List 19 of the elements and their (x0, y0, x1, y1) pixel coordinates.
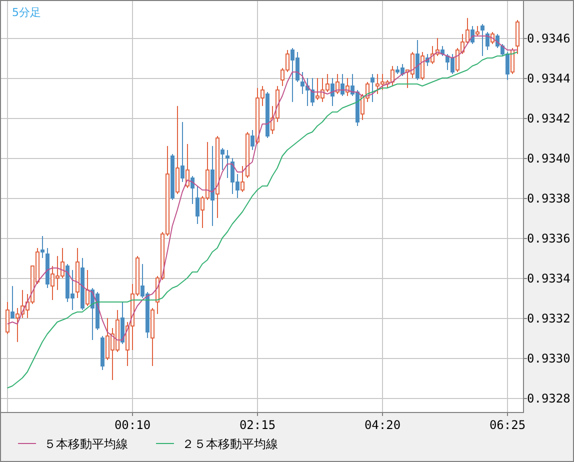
ytick: 0.9344 (527, 72, 570, 86)
ytick: 0.9346 (527, 32, 570, 46)
xtick: 00:10 (114, 418, 151, 432)
ytick: 0.9334 (527, 272, 570, 286)
xtick: 04:20 (364, 418, 401, 432)
ytick: 0.9332 (527, 312, 570, 326)
ytick: 0.9342 (527, 112, 570, 126)
ytick: 0.9338 (527, 192, 570, 206)
ytick: 0.9336 (527, 232, 570, 246)
ytick: 0.9328 (527, 392, 570, 406)
ytick: 0.9330 (527, 352, 570, 366)
legend-item: ５本移動平均線 (18, 437, 128, 451)
ytick: 0.9340 (527, 152, 570, 166)
xtick: 02:15 (239, 418, 276, 432)
legend-label: ５本移動平均線 (44, 437, 128, 451)
legend-item: ２５本移動平均線 (156, 437, 278, 451)
legend-label: ２５本移動平均線 (182, 437, 278, 451)
title: 5分足 (12, 6, 41, 19)
xtick: 06:25 (489, 418, 526, 432)
